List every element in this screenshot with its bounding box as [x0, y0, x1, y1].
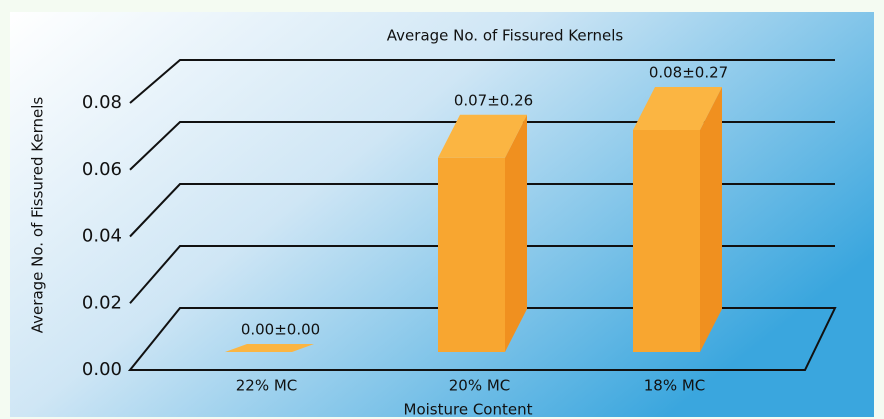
- x-tick-label: 20% MC: [449, 377, 511, 395]
- y-tick-label: 0.04: [82, 226, 122, 247]
- bar-top: [225, 344, 314, 352]
- data-label: 0.00±0.00: [241, 321, 320, 339]
- bar-top: [633, 87, 722, 130]
- y-axis-label: Average No. of Fissured Kernels: [29, 97, 47, 334]
- y-tick-label: 0.00: [82, 359, 122, 380]
- y-tick-label: 0.02: [82, 292, 122, 313]
- data-label: 0.07±0.26: [454, 91, 533, 109]
- grid-line: [129, 121, 835, 171]
- bar: [438, 157, 505, 352]
- x-tick-label: 18% MC: [644, 377, 706, 395]
- x-tick-label: 22% MC: [236, 377, 298, 395]
- x-axis-label: Moisture Content: [404, 401, 533, 419]
- y-tick-label: 0.08: [82, 92, 122, 113]
- bar-side: [700, 87, 722, 352]
- grid-line: [129, 245, 835, 304]
- floor: [127, 307, 837, 371]
- chart-title: Average No. of Fissured Kernels: [387, 27, 624, 45]
- grid-line: [129, 183, 835, 238]
- bar-top: [438, 114, 527, 158]
- bar-side: [505, 114, 527, 352]
- bar: [633, 130, 700, 352]
- data-label: 0.08±0.27: [649, 64, 728, 82]
- y-tick-label: 0.06: [82, 159, 122, 180]
- grid-line: [129, 59, 835, 104]
